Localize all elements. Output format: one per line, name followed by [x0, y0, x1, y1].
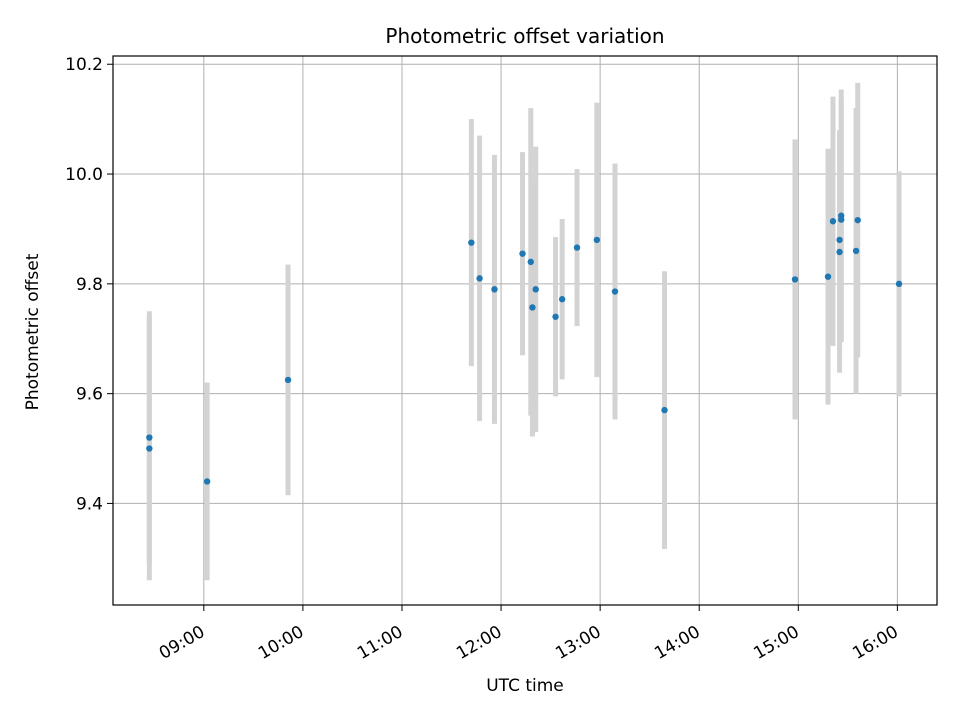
y-tick-label: 10.2 — [65, 55, 103, 75]
data-point — [284, 376, 292, 384]
y-axis-ticks: 9.4 9.6 9.8 10.0 10.2 — [65, 55, 113, 514]
data-point — [836, 248, 843, 256]
data-point — [854, 216, 861, 224]
y-tick-label: 10.0 — [65, 165, 103, 185]
y-tick-label: 9.6 — [76, 385, 103, 405]
data-point — [593, 236, 601, 244]
data-point — [468, 239, 475, 246]
data-point — [611, 288, 619, 295]
data-point — [852, 247, 860, 255]
x-axis-label: UTC time — [486, 676, 564, 696]
data-point — [532, 286, 539, 293]
data-point — [573, 244, 581, 251]
data-point — [558, 296, 566, 303]
data-point — [146, 434, 153, 441]
data-point — [552, 313, 559, 320]
y-tick-label: 9.4 — [76, 494, 103, 514]
data-point — [824, 273, 832, 280]
data-point — [836, 236, 843, 244]
data-point — [661, 406, 668, 414]
chart-title: Photometric offset variation — [385, 24, 664, 48]
data-point — [791, 276, 799, 283]
data-point — [527, 258, 534, 266]
data-points — [146, 212, 903, 485]
data-point — [838, 216, 845, 223]
data-point — [203, 478, 211, 485]
y-tick-label: 9.8 — [76, 275, 103, 295]
data-point — [829, 218, 837, 225]
data-point — [146, 445, 153, 452]
data-point — [491, 286, 498, 293]
data-point — [476, 275, 483, 282]
data-point — [895, 280, 903, 288]
y-axis-label: Photometric offset — [23, 253, 43, 410]
data-point — [529, 304, 536, 311]
data-point — [519, 250, 526, 257]
plot-frame — [112, 55, 938, 606]
